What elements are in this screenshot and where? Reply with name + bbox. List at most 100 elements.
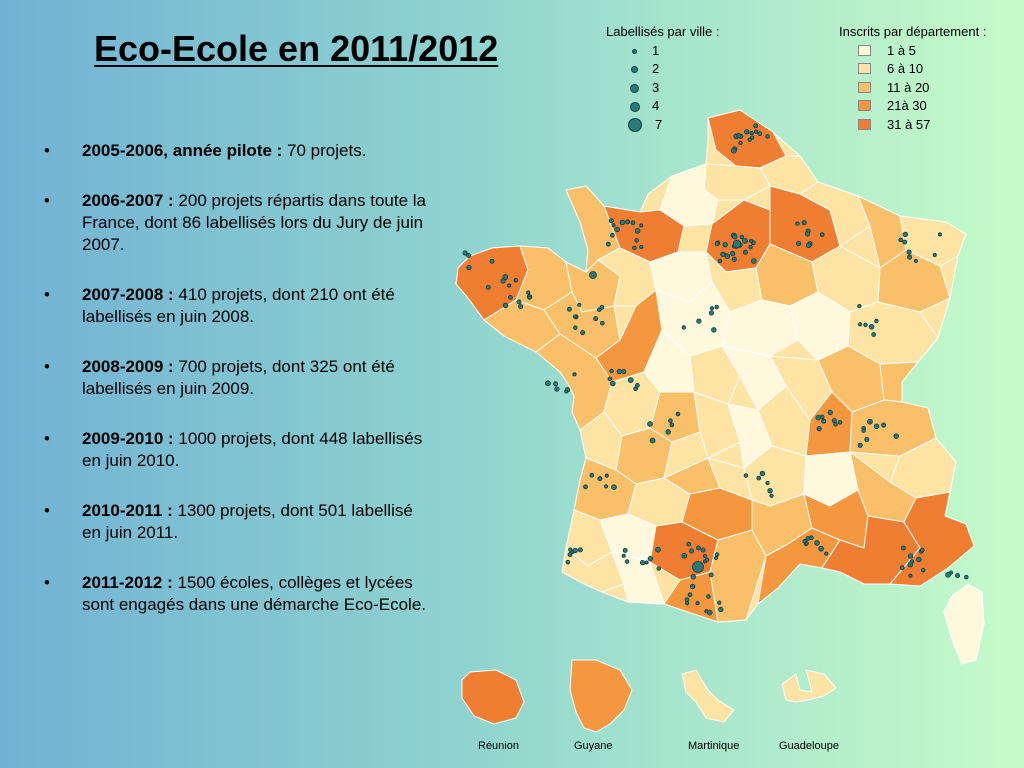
city-dot bbox=[700, 547, 706, 553]
legend-label: 2 bbox=[652, 61, 660, 76]
swatch-21-30 bbox=[858, 100, 871, 111]
label-guadeloupe: Guadeloupe bbox=[779, 740, 839, 752]
city-dot bbox=[639, 559, 646, 566]
swatch-1-5 bbox=[858, 44, 871, 56]
label-martinique: Martinique bbox=[688, 740, 740, 752]
city-dot bbox=[466, 253, 471, 258]
city-dot bbox=[500, 278, 506, 284]
city-dot bbox=[647, 555, 654, 562]
city-dot bbox=[868, 324, 875, 330]
city-dot bbox=[756, 475, 762, 481]
slide-title: Eco-Ecole en 2011/2012 bbox=[94, 28, 499, 69]
city-dot bbox=[695, 601, 700, 606]
legend-label: 11 à 20 bbox=[887, 79, 930, 95]
city-dot bbox=[765, 134, 770, 139]
city-dot bbox=[739, 234, 745, 240]
legend-label: 6 à 10 bbox=[887, 61, 924, 76]
city-dot bbox=[749, 238, 754, 243]
city-dot bbox=[603, 484, 609, 489]
city-dot bbox=[867, 418, 873, 425]
bullet-item: • 2005-2006, année pilote : 70 projets. bbox=[44, 140, 429, 162]
city-dot bbox=[599, 304, 605, 310]
city-dot bbox=[462, 250, 468, 256]
city-dot bbox=[605, 241, 611, 247]
city-dot bbox=[554, 386, 560, 392]
city-dot bbox=[955, 573, 961, 579]
city-dot bbox=[616, 368, 623, 375]
city-dot bbox=[610, 380, 616, 387]
city-dot bbox=[748, 244, 753, 250]
city-dot bbox=[864, 436, 870, 442]
city-dot bbox=[750, 135, 755, 140]
city-dot bbox=[857, 442, 863, 448]
city-dot bbox=[753, 123, 759, 129]
city-dot bbox=[907, 254, 913, 260]
city-dot bbox=[718, 606, 724, 613]
city-dot bbox=[485, 284, 491, 290]
bullet-dot-icon: • bbox=[44, 285, 50, 304]
city-dot bbox=[634, 227, 641, 234]
city-dot bbox=[566, 306, 572, 312]
legend-label: 3 bbox=[652, 79, 660, 95]
city-dot bbox=[945, 571, 951, 578]
city-dot bbox=[577, 302, 582, 307]
bullet-year: 2005-2006, année pilote : bbox=[82, 141, 283, 160]
city-dot bbox=[668, 418, 673, 423]
city-dot bbox=[604, 473, 609, 478]
corsica-area bbox=[943, 583, 985, 665]
reunion-area bbox=[461, 669, 525, 725]
city-dot bbox=[713, 555, 719, 561]
department-area bbox=[879, 361, 919, 403]
legend-row: 7 bbox=[606, 116, 719, 135]
city-dot bbox=[708, 572, 714, 578]
city-dot bbox=[805, 536, 811, 541]
city-dot bbox=[818, 545, 824, 552]
legend-label: 7 bbox=[655, 116, 663, 132]
bullet-year: 2011-2012 : bbox=[82, 573, 173, 592]
city-dot bbox=[686, 541, 692, 547]
city-dot bbox=[881, 422, 887, 428]
bullet-dot-icon: • bbox=[44, 573, 50, 592]
city-dot bbox=[932, 252, 937, 257]
legend-row: 31 à 57 bbox=[839, 116, 986, 135]
city-dot bbox=[632, 245, 637, 251]
city-dot bbox=[873, 423, 880, 429]
bullet-item: • 2011-2012 : 1500 écoles, collèges et ly… bbox=[44, 572, 429, 616]
city-dot bbox=[518, 304, 524, 310]
labellise-dots bbox=[462, 123, 969, 719]
city-dot bbox=[720, 251, 726, 257]
city-dot bbox=[704, 609, 709, 614]
city-dot bbox=[857, 322, 863, 327]
city-dot bbox=[919, 547, 925, 553]
city-dot bbox=[564, 389, 569, 394]
city-dot bbox=[508, 295, 513, 300]
city-dot bbox=[622, 547, 628, 553]
city-dot bbox=[609, 232, 615, 238]
city-dot bbox=[689, 548, 695, 554]
city-dot bbox=[649, 437, 656, 444]
department-area bbox=[693, 391, 741, 459]
city-dot bbox=[921, 567, 926, 573]
city-dot bbox=[516, 299, 522, 305]
city-dot bbox=[717, 600, 722, 605]
department-area bbox=[535, 333, 613, 431]
legend-label: 1 bbox=[652, 42, 660, 58]
city-dot bbox=[908, 573, 913, 578]
bullet-text: 70 projets. bbox=[282, 141, 367, 160]
city-dot bbox=[619, 219, 626, 226]
city-dot bbox=[708, 310, 715, 316]
city-dot bbox=[730, 147, 737, 154]
legend-row: 4 bbox=[606, 97, 719, 116]
city-dot bbox=[580, 330, 586, 336]
city-dot bbox=[801, 220, 807, 226]
bullet-year: 2008-2009 : bbox=[82, 357, 174, 376]
city-dot bbox=[665, 429, 671, 435]
bullet-dot-icon: • bbox=[44, 141, 50, 160]
city-dot bbox=[639, 244, 644, 250]
city-dot bbox=[804, 541, 809, 546]
city-dot bbox=[706, 594, 711, 599]
department-regions bbox=[455, 109, 985, 665]
city-dot bbox=[795, 221, 800, 226]
city-dot bbox=[593, 316, 599, 322]
